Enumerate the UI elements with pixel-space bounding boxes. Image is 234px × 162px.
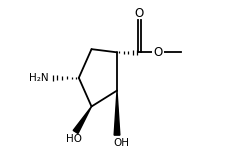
Text: H₂N: H₂N: [29, 73, 48, 83]
Text: O: O: [154, 46, 163, 59]
Text: OH: OH: [114, 138, 130, 148]
Polygon shape: [114, 91, 120, 135]
Text: O: O: [135, 7, 144, 20]
Polygon shape: [73, 106, 91, 133]
Text: HO: HO: [66, 134, 82, 144]
